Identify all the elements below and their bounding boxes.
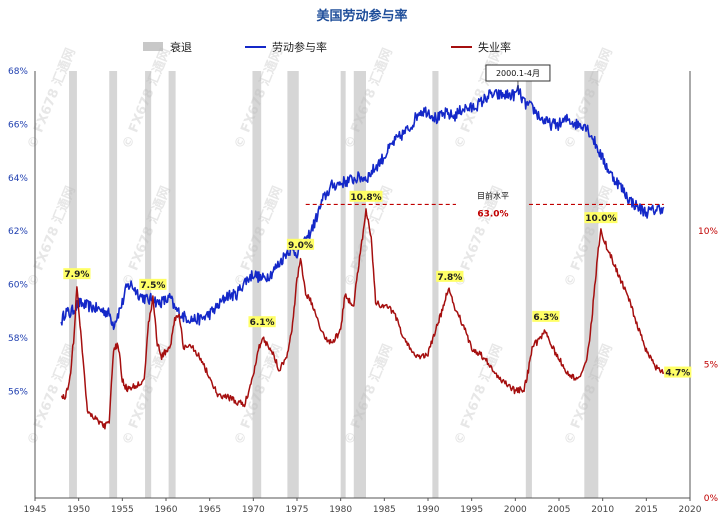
peak-annotation-text: 2000.1-4月 xyxy=(496,69,540,78)
x-tick-label: 1985 xyxy=(373,505,396,515)
recession-band-8 xyxy=(432,71,439,498)
data-label: 7.5% xyxy=(140,281,165,291)
x-tick-label: 1970 xyxy=(242,505,265,515)
recession-band-0 xyxy=(69,71,77,498)
x-tick-label: 1960 xyxy=(155,505,178,515)
x-tick-label: 1965 xyxy=(198,505,221,515)
left-axis-ticks: 68% 66% 64% 62% 60% 58% 56% xyxy=(8,67,28,397)
data-label-bg xyxy=(248,316,276,328)
x-tick-label: 1995 xyxy=(460,505,483,515)
x-tick-label: 2015 xyxy=(635,505,658,515)
x-tick-label: 1975 xyxy=(286,505,309,515)
series-lfpr-line xyxy=(60,84,665,331)
left-tick-label: 62% xyxy=(8,227,28,237)
right-tick-label: 5% xyxy=(704,361,719,371)
current-level-value: 63.0% xyxy=(477,209,508,219)
recession-band-4 xyxy=(252,71,262,498)
data-label-bg xyxy=(664,366,692,378)
peak-annotation-box xyxy=(485,64,551,82)
current-level-marker: 目前水平 63.0% xyxy=(305,190,664,219)
left-tick-label: 64% xyxy=(8,174,28,184)
x-tick-label: 1950 xyxy=(67,505,90,515)
x-tick-label: 1980 xyxy=(329,505,352,515)
right-axis-ticks: 10% 5% 0% xyxy=(698,227,718,504)
x-tick-label: 1955 xyxy=(111,505,134,515)
x-tick-label: 2020 xyxy=(679,505,702,515)
data-label-bg xyxy=(286,238,315,250)
legend-unemployment-label: 失业率 xyxy=(478,40,511,54)
data-label-bg xyxy=(63,268,91,280)
data-label: 6.3% xyxy=(533,313,558,323)
current-level-label: 目前水平 xyxy=(477,190,509,200)
recession-band-10 xyxy=(584,71,599,498)
recession-band-3 xyxy=(168,71,176,498)
right-tick-label: 10% xyxy=(698,227,718,237)
x-tick-label: 1990 xyxy=(417,505,440,515)
x-tick-label: 2005 xyxy=(548,505,571,515)
data-label-bg xyxy=(139,278,167,290)
data-label: 6.1% xyxy=(250,318,275,328)
left-tick-label: 58% xyxy=(8,334,28,344)
x-tick-label: 2000 xyxy=(504,505,527,515)
data-label-bg xyxy=(584,212,618,224)
data-label: 10.0% xyxy=(585,214,616,224)
left-tick-label: 68% xyxy=(8,67,28,77)
chart-title: 美国劳动参与率 xyxy=(316,8,407,24)
unemployment-data-labels: 7.9% 7.5% 6.1% 9.0% 10.8% 7.8% 6.3% 10.0% 4.7% xyxy=(63,190,692,379)
legend-recession-label: 衰退 xyxy=(170,40,192,54)
watermark-3: © FX678 汇通网 xyxy=(341,46,396,151)
data-label-bg xyxy=(532,310,560,322)
recession-band-1 xyxy=(109,71,118,498)
data-label: 10.8% xyxy=(350,193,381,203)
left-tick-label: 60% xyxy=(8,281,28,291)
data-label: 7.8% xyxy=(437,273,462,283)
x-tick-label: 1945 xyxy=(24,505,47,515)
legend-lfpr-label: 劳动参与率 xyxy=(272,40,327,54)
x-tick-label: 2010 xyxy=(591,505,614,515)
watermark-16: © FX678 汇通网 xyxy=(451,342,506,447)
legend: 衰退 劳动参与率 失业率 xyxy=(143,40,511,54)
watermark-15: © FX678 汇通网 xyxy=(341,342,396,447)
recession-band-6 xyxy=(340,71,346,498)
data-label: 9.0% xyxy=(288,241,313,251)
data-label-bg xyxy=(436,270,464,282)
data-label: 4.7% xyxy=(665,369,690,379)
data-label: 7.9% xyxy=(64,270,89,280)
left-tick-label: 66% xyxy=(8,120,28,130)
data-label-bg xyxy=(349,190,383,202)
legend-recession-swatch xyxy=(143,42,163,51)
x-axis-ticks: 1945 1950 1955 1960 1965 1970 1975 1980 1985 1990… xyxy=(24,498,702,515)
peak-annotation: 2000.1-4月 xyxy=(485,64,551,90)
plot-frame xyxy=(34,71,691,499)
left-tick-label: 56% xyxy=(8,387,28,397)
right-tick-label: 0% xyxy=(704,494,719,504)
series-unemployment-line xyxy=(60,208,665,430)
recession-band-5 xyxy=(287,71,299,498)
recession-band-9 xyxy=(525,71,532,498)
